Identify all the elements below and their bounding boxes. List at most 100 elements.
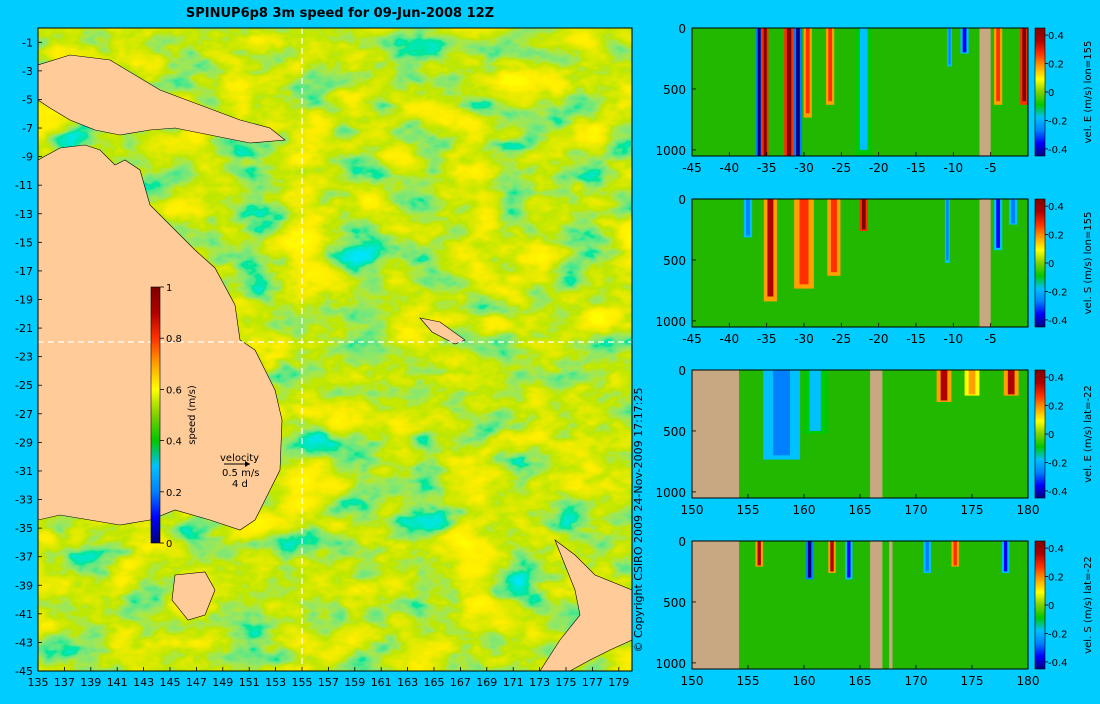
section-y-tick-label: 500 [663, 83, 686, 97]
section-panel-3: 150 155 160 165 170 175 180 0 500 1000 -0.4 -0.2 0 0.… [655, 364, 1094, 517]
section-y-tick-label: 1000 [655, 315, 686, 329]
map-y-tick-label: -41 [15, 608, 33, 621]
speed-colorbar-tick-label: 1 [166, 283, 172, 294]
section-frame [691, 198, 1029, 328]
section-land [979, 199, 991, 327]
copyright-text: © Copyright CSIRO 2009 24-Nov-2009 17:17… [632, 388, 645, 653]
section-band [946, 199, 949, 260]
section-land [870, 541, 883, 669]
section-land [870, 370, 883, 498]
section-band [799, 199, 809, 285]
section-heatmap [692, 541, 1028, 669]
section-title: vel. S (m/s) lat=-22 [1083, 556, 1094, 654]
section-colorbar-tick-label: -0.4 [1048, 658, 1068, 669]
section-x-tick-label: -15 [906, 332, 926, 346]
section-x-tick-label: 150 [681, 503, 704, 517]
section-colorbar-tick-label: 0.2 [1048, 573, 1064, 584]
section-land [979, 28, 991, 156]
map-y-tick-label: -1 [22, 36, 33, 49]
section-colorbar-tick-label: -0.2 [1048, 116, 1068, 127]
section-x-tick-label: 170 [905, 674, 928, 688]
section-x-tick-label: -25 [832, 161, 852, 175]
map-y-tick-label: -7 [22, 122, 33, 135]
section-band [968, 370, 976, 395]
section-colorbar [1034, 27, 1046, 157]
section-colorbar-tick-label: -0.2 [1048, 629, 1068, 640]
map-y-tick-label: -21 [15, 322, 33, 335]
map-frame [37, 27, 633, 672]
velocity-key-duration: 4 d [232, 479, 248, 490]
section-band [847, 541, 851, 578]
section-band [809, 370, 821, 431]
map-y-tick-label: -23 [15, 351, 33, 364]
section-y-tick-label: 1000 [655, 144, 686, 158]
map-x-tick-label: 177 [582, 676, 603, 689]
map-y-tick-label: -39 [15, 579, 33, 592]
section-x-tick-label: -5 [985, 332, 997, 346]
map-y-tick-label: -37 [15, 551, 33, 564]
map-x-tick-label: 161 [371, 676, 392, 689]
map-x-tick-label: 135 [28, 676, 49, 689]
section-x-tick-label: 160 [793, 503, 816, 517]
map-x-tick-label: 149 [212, 676, 233, 689]
map-x-tick-label: 171 [503, 676, 524, 689]
section-x-tick-label: -35 [757, 332, 777, 346]
section-band [996, 199, 1000, 248]
map-x-tick-label: 143 [133, 676, 154, 689]
section-colorbar-tick-label: 0.4 [1048, 202, 1064, 213]
section-y-tick-label: 500 [663, 596, 686, 610]
velocity-key-speed: 0.5 m/s [222, 468, 259, 479]
section-y-tick-label: 500 [663, 254, 686, 268]
section-band [1003, 541, 1008, 572]
speed-colorbar-ticks: 0 0.2 0.4 0.6 0.8 1 [160, 283, 182, 550]
section-colorbar [1034, 369, 1046, 499]
section-colorbar-tick-label: 0 [1048, 601, 1054, 612]
section-colorbar-tick-label: 0.2 [1048, 402, 1064, 413]
section-colorbar-tick-label: -0.4 [1048, 316, 1068, 327]
speed-colorbar-label: speed (m/s) [187, 385, 198, 445]
map-x-tick-label: 165 [424, 676, 445, 689]
map-x-tick-label: 169 [476, 676, 497, 689]
map-x-tick-label: 145 [160, 676, 181, 689]
section-band [1007, 370, 1015, 395]
section-panel-1: -45 -40 -35 -30 -25 -20 -15 -10 -5 0 500 1000 -0.4 -0… [655, 22, 1094, 175]
map-y-tick-label: -29 [15, 436, 33, 449]
section-band [796, 28, 800, 156]
map-y-tick-label: -17 [15, 265, 33, 278]
land-tasmania [171, 571, 216, 621]
section-band [805, 28, 810, 114]
map-x-tick-label: 147 [186, 676, 207, 689]
section-y-tick-label: 0 [678, 22, 686, 36]
section-land [889, 541, 893, 669]
map-y-tick-label: -45 [15, 665, 33, 678]
section-colorbar-tick-label: 0.2 [1048, 231, 1064, 242]
section-band [925, 541, 929, 572]
section-x-tick-label: -30 [794, 332, 814, 346]
map-x-tick-label: 153 [265, 676, 286, 689]
section-y-tick-label: 0 [678, 193, 686, 207]
section-y-tick-label: 1000 [655, 657, 686, 671]
section-panel-4: 150 155 160 165 170 175 180 0 500 1000 -0.4 -0.2 0 0.… [655, 535, 1094, 688]
section-y-tick-label: 0 [678, 364, 686, 378]
map-axes: 135 137 139 141 143 145 147 149 151 153 155 157 159 1… [15, 36, 629, 689]
map-y-tick-label: -43 [15, 636, 33, 649]
section-x-tick-label: -45 [682, 332, 702, 346]
section-band [1022, 28, 1027, 102]
section-colorbar [1034, 198, 1046, 328]
land-new-guinea [38, 54, 286, 144]
section-colorbar-tick-label: 0 [1048, 88, 1054, 99]
map-y-tick-label: -15 [15, 236, 33, 249]
speed-colorbar-tick-label: 0 [166, 539, 172, 550]
map-panel: 135 137 139 141 143 145 147 149 151 153 155 157 159 1… [15, 27, 633, 689]
section-band [860, 28, 868, 150]
section-colorbar-tick-label: 0 [1048, 259, 1054, 270]
map-x-tick-label: 141 [107, 676, 128, 689]
speed-colorbar-tick-label: 0.8 [166, 334, 182, 345]
speed-colorbar-tick-label: 0.2 [166, 488, 182, 499]
map-y-tick-label: -13 [15, 208, 33, 221]
section-title: vel. S (m/s) lon=155 [1083, 212, 1094, 315]
map-y-tick-label: -27 [15, 408, 33, 421]
section-x-tick-label: 175 [961, 674, 984, 688]
